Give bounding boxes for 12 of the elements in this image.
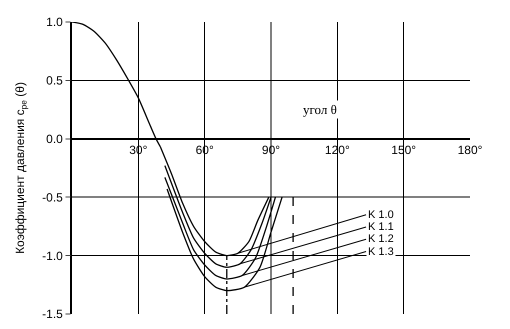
text: K 1.2 (368, 233, 394, 245)
x-axis-title: угол θ (303, 102, 337, 117)
y-tick-label: 0.5 (46, 74, 64, 88)
y-tick-label: -1.5 (42, 307, 64, 322)
y-tick-label: 1.0 (46, 15, 64, 30)
text: K 1.1 (368, 221, 394, 233)
y-tick-label: -1.0 (42, 248, 64, 263)
x-tick-label: 180° (458, 142, 483, 157)
y-tick-label: 0.0 (46, 132, 64, 146)
text: K 1.0 (368, 209, 394, 221)
text: K 1.3 (368, 246, 394, 258)
y-tick-label: -0.5 (42, 190, 64, 204)
